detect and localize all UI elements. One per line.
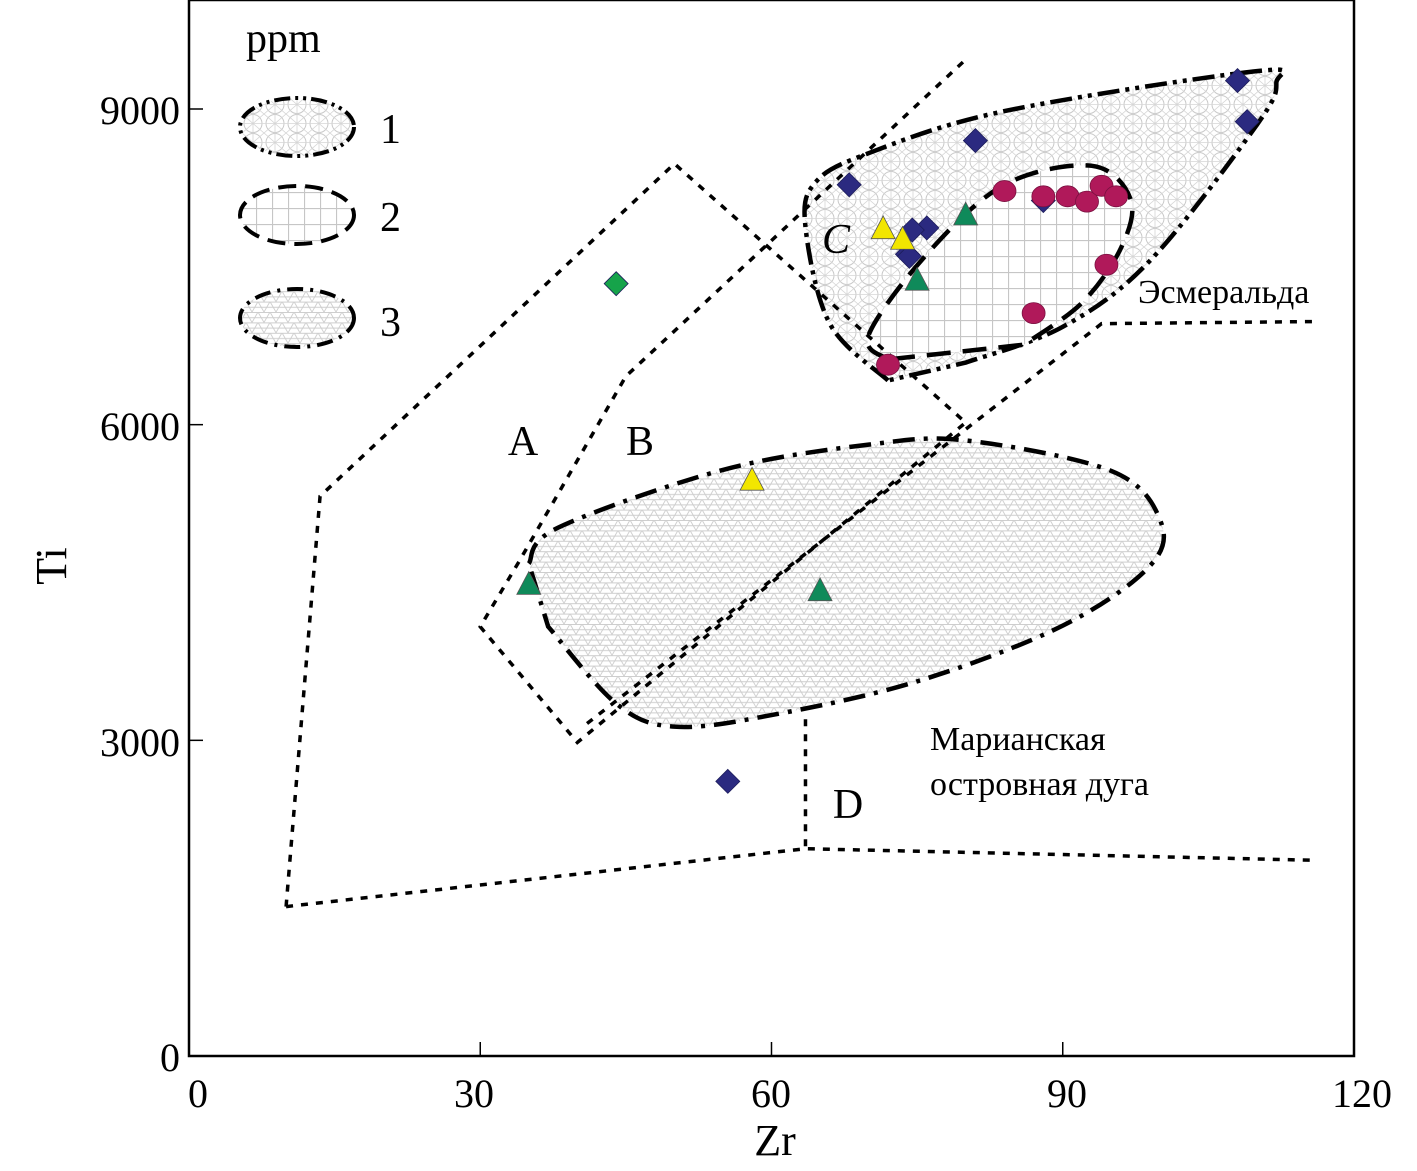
field-D-bottom <box>285 846 1316 909</box>
legend-swatch-2 <box>238 184 356 246</box>
point-diamond-4-0 <box>603 271 629 297</box>
legend-label-3: 3 <box>380 300 401 346</box>
point-triangle-2-2 <box>516 570 542 595</box>
region-label-a: A <box>508 419 539 465</box>
region-label-c: C <box>822 217 851 263</box>
point-triangle-2-1 <box>904 266 930 291</box>
legend-swatch-3 <box>238 287 356 349</box>
markers-layer <box>516 68 1260 794</box>
point-triangle-3-1 <box>889 225 916 250</box>
region-label-d: D <box>833 782 863 828</box>
x-tick-label-30: 30 <box>454 1071 494 1116</box>
y-tick-label-6000: 6000 <box>100 404 180 449</box>
x-tick-label-120: 120 <box>1332 1071 1392 1116</box>
point-diamond-0-9 <box>715 768 741 794</box>
boundaries-layer <box>284 58 1316 909</box>
point-diamond-0-1 <box>1234 109 1260 135</box>
point-circle-1-0 <box>992 180 1017 202</box>
point-circle-1-5 <box>1104 185 1129 208</box>
y-tick-label-3000: 3000 <box>100 720 180 765</box>
ticks-layer <box>189 108 1064 1056</box>
field-B-line <box>585 319 1316 725</box>
x-tick-label-60: 60 <box>751 1071 791 1116</box>
y-tick-label-9000: 9000 <box>100 88 180 133</box>
legend-swatch-1 <box>238 96 356 158</box>
legend-label-2: 2 <box>380 195 401 241</box>
point-diamond-0-0 <box>1224 68 1251 94</box>
annotation-mariana-line2: островная дуга <box>930 766 1149 803</box>
point-circle-1-3 <box>1075 190 1099 213</box>
x-tick-label-90: 90 <box>1047 1071 1087 1116</box>
point-circle-1-1 <box>1031 185 1056 208</box>
legend-label-1: 1 <box>380 107 401 153</box>
x-tick-label-0: 0 <box>188 1071 208 1116</box>
point-triangle-2-0 <box>953 201 979 226</box>
legend: ppm 1 2 3 <box>238 16 401 349</box>
legend-unit-label: ppm <box>246 16 321 62</box>
y-axis-title: Ti <box>27 547 76 585</box>
field-A-outline <box>284 58 969 907</box>
point-diamond-0-3 <box>836 172 862 198</box>
point-circle-1-6 <box>1094 253 1119 276</box>
fields-layer <box>526 67 1286 730</box>
point-triangle-3-0 <box>870 215 896 240</box>
y-tick-label-0: 0 <box>160 1035 180 1080</box>
point-circle-1-7 <box>1021 302 1046 325</box>
point-triangle-2-3 <box>807 577 833 602</box>
annotation-mariana-line1: Марианская <box>930 721 1106 758</box>
annotation-esmeralda: Эсмеральда <box>1138 274 1309 311</box>
region-label-b: B <box>626 419 654 465</box>
point-diamond-0-2 <box>962 128 988 154</box>
field-2-outline <box>865 163 1135 362</box>
point-diamond-0-8 <box>896 243 922 269</box>
x-axis-title: Zr <box>754 1116 796 1165</box>
field-3-outline <box>526 436 1167 730</box>
point-circle-1-8 <box>876 353 900 376</box>
point-triangle-3-2 <box>739 466 765 491</box>
